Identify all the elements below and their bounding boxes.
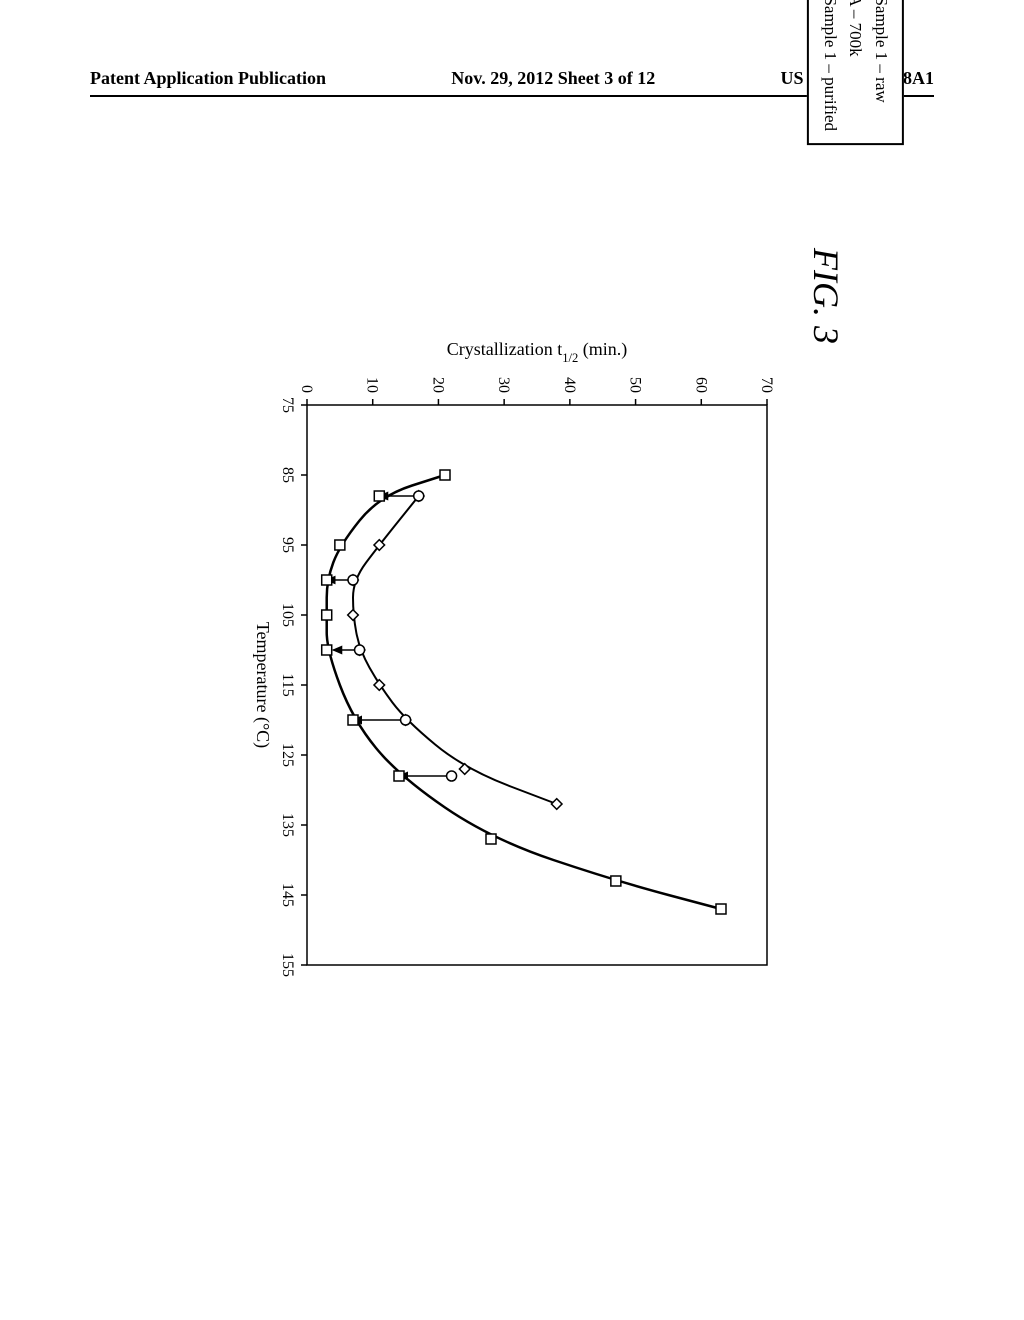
svg-text:60: 60 — [692, 377, 709, 393]
chart-legend: Test Sample 1 – raw PLLA – 700k Test Sam… — [808, 0, 905, 145]
header-left: Patent Application Publication — [90, 68, 326, 89]
svg-text:85: 85 — [279, 467, 296, 483]
svg-text:115: 115 — [279, 673, 296, 696]
chart-wrapper: 75 85 95 105 115 125 135 145 155 0 10 20 30 40 50 60 70 T… — [237, 335, 787, 985]
figure-caption: FIG. 3 — [805, 248, 847, 344]
svg-text:40: 40 — [561, 377, 578, 393]
legend-label: Test Sample 1 – purified — [818, 0, 844, 131]
svg-text:145: 145 — [279, 883, 296, 907]
legend-item: PLLA – 700k — [843, 0, 869, 131]
svg-text:105: 105 — [279, 603, 296, 627]
legend-label: Test Sample 1 – raw — [869, 0, 895, 103]
svg-text:75: 75 — [279, 397, 296, 413]
svg-text:Temperature (°C): Temperature (°C) — [252, 622, 273, 748]
svg-text:50: 50 — [627, 377, 644, 393]
legend-item: Test Sample 1 – raw — [869, 0, 895, 131]
legend-item: Test Sample 1 – purified — [818, 0, 844, 131]
svg-text:70: 70 — [758, 377, 775, 393]
svg-text:155: 155 — [279, 953, 296, 977]
svg-text:Crystallization t1/2 (min.): Crystallization t1/2 (min.) — [447, 339, 628, 365]
crystallization-chart: 75 85 95 105 115 125 135 145 155 0 10 20 30 40 50 60 70 T… — [237, 335, 787, 985]
svg-text:0: 0 — [298, 385, 315, 393]
svg-text:10: 10 — [364, 377, 381, 393]
svg-text:135: 135 — [279, 813, 296, 837]
svg-text:20: 20 — [429, 377, 446, 393]
header-center: Nov. 29, 2012 Sheet 3 of 12 — [451, 68, 655, 89]
svg-text:30: 30 — [495, 377, 512, 393]
svg-text:95: 95 — [279, 537, 296, 553]
legend-label: PLLA – 700k — [843, 0, 869, 57]
svg-text:125: 125 — [279, 743, 296, 767]
